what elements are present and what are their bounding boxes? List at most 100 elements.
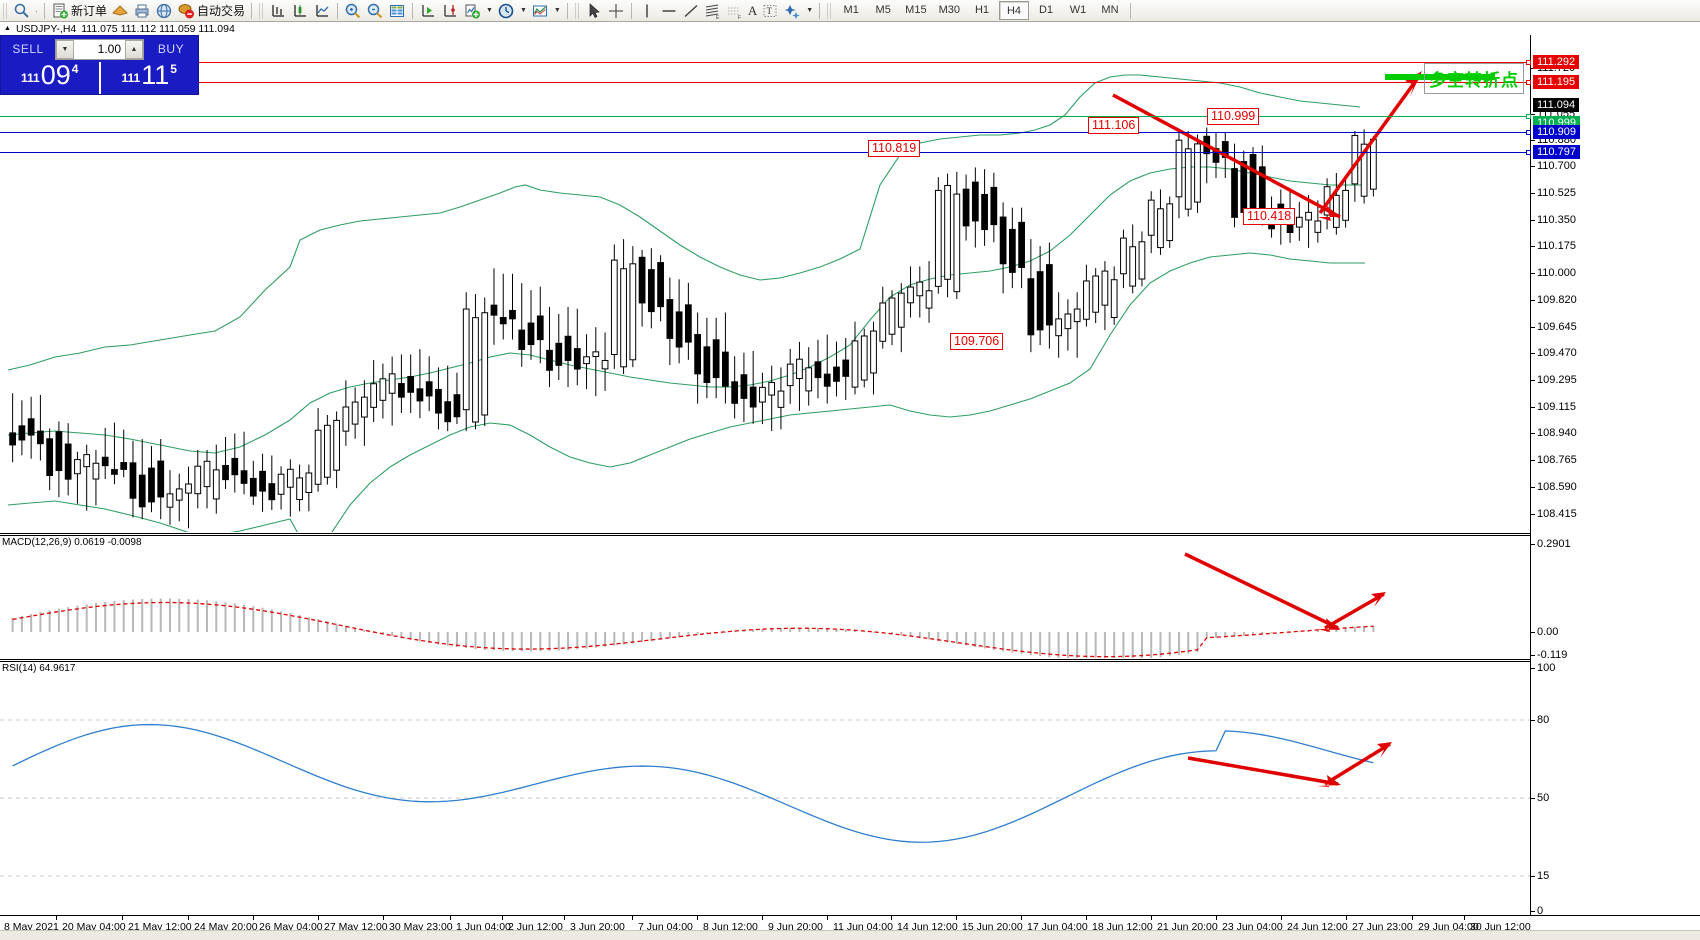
- new-order-button[interactable]: 新订单: [49, 1, 109, 21]
- text-annotation[interactable]: 多空转折点: [1424, 63, 1524, 94]
- candle-body: [610, 259, 618, 355]
- macd-bar: [668, 632, 671, 639]
- toolbar-grip[interactable]: [827, 2, 833, 19]
- level-line-handle[interactable]: [1526, 150, 1531, 155]
- timeframe-m5[interactable]: M5: [875, 4, 891, 16]
- macd-bar: [946, 632, 949, 643]
- sell-price-main: 09: [40, 60, 71, 90]
- timeframe-w1[interactable]: W1: [1069, 4, 1087, 16]
- templates-dropdown-icon[interactable]: ▼: [553, 7, 561, 14]
- toolbar-grip[interactable]: [574, 2, 580, 19]
- toolbar-grip[interactable]: [259, 2, 265, 19]
- shift-end-icon[interactable]: [439, 1, 461, 21]
- price-axis[interactable]: 111.720111.055110.880110.700110.525110.3…: [1530, 22, 1700, 917]
- price-tag[interactable]: 110.418: [1243, 208, 1296, 225]
- candle-body: [953, 193, 961, 293]
- macd-bar: [67, 607, 70, 632]
- crosshair-icon[interactable]: [605, 1, 627, 21]
- candle-body: [1110, 279, 1118, 318]
- candle-body: [277, 473, 285, 495]
- expert-advisor-icon[interactable]: [109, 1, 131, 21]
- timeframe-m30[interactable]: M30: [938, 4, 960, 16]
- buy-label: BUY: [157, 42, 185, 56]
- timeframe-d1[interactable]: D1: [1038, 4, 1054, 16]
- zoom-out-icon[interactable]: [364, 1, 386, 21]
- price-tag[interactable]: 109.706: [950, 333, 1004, 350]
- timeframe-mn[interactable]: MN: [1101, 4, 1119, 16]
- level-line-handle[interactable]: [1526, 114, 1531, 119]
- bollinger-middle-band: [7, 166, 1365, 454]
- rsi-pane[interactable]: RSI(14) 64.9617: [0, 662, 1530, 915]
- zoom-in-icon[interactable]: [342, 1, 364, 21]
- equidistant-channel-icon[interactable]: F: [724, 1, 746, 21]
- horizontal-line-icon[interactable]: [658, 1, 680, 21]
- macd-pane[interactable]: MACD(12,26,9) 0.0619 -0.0098: [0, 536, 1530, 658]
- vertical-line-icon[interactable]: [636, 1, 658, 21]
- trendline-icon[interactable]: [680, 1, 702, 21]
- shift-start-icon[interactable]: [417, 1, 439, 21]
- autotrading-button[interactable]: 自动交易: [175, 1, 247, 21]
- candle-body: [777, 390, 785, 408]
- lot-increase-button[interactable]: ▲: [125, 39, 143, 59]
- line-chart-icon[interactable]: [311, 1, 333, 21]
- fibonacci-icon[interactable]: E: [702, 1, 724, 21]
- candle-body: [907, 286, 914, 304]
- price-level-line[interactable]: [0, 60, 1531, 65]
- macd-bar: [85, 604, 88, 632]
- buy-button[interactable]: 111 11 5: [101, 62, 199, 94]
- candle-body: [286, 468, 294, 488]
- price-level-line[interactable]: [0, 80, 1531, 85]
- templates-icon[interactable]: [529, 1, 551, 21]
- price-level-line[interactable]: [0, 130, 1531, 135]
- grid-icon[interactable]: [386, 1, 408, 21]
- candle-body: [342, 406, 350, 432]
- candle-body: [120, 462, 128, 470]
- level-line-handle[interactable]: [1526, 130, 1531, 135]
- lot-size-value[interactable]: 1.00: [97, 41, 121, 56]
- timeframe-h1[interactable]: H1: [974, 4, 990, 16]
- lot-decrease-button[interactable]: ▼: [56, 39, 74, 59]
- sell-button[interactable]: 111 09 4: [1, 62, 99, 94]
- one-click-trading-panel[interactable]: SELL ▼ 1.00 ▲ BUY 111 09 4 111 11 5: [0, 35, 199, 95]
- indicators-button[interactable]: [461, 1, 483, 21]
- candle-body: [157, 460, 165, 498]
- chart-collapse-icon[interactable]: ▲: [4, 25, 11, 32]
- text-label-icon[interactable]: T: [759, 1, 781, 21]
- level-line-handle[interactable]: [1526, 60, 1531, 65]
- timeframe-h4[interactable]: H4: [998, 1, 1029, 20]
- period-dropdown-icon[interactable]: ▼: [519, 7, 527, 14]
- candle-body: [749, 386, 757, 408]
- price-tag[interactable]: 111.106: [1088, 117, 1140, 134]
- globe-icon[interactable]: [153, 1, 175, 21]
- timeframe-m15[interactable]: M15: [905, 4, 927, 16]
- price-axis-tick: 109.115: [1531, 401, 1576, 413]
- price-tag[interactable]: 110.999: [1207, 108, 1260, 125]
- search-icon[interactable]: [11, 1, 33, 21]
- candlestick-chart-icon[interactable]: [289, 1, 311, 21]
- timeframe-m1[interactable]: M1: [843, 4, 859, 16]
- bar-chart-icon[interactable]: [267, 1, 289, 21]
- level-line-handle[interactable]: [1526, 80, 1531, 85]
- new-order-label: 新订单: [71, 4, 108, 18]
- lot-size-stepper[interactable]: ▼ 1.00 ▲: [55, 38, 144, 60]
- macd-bar: [1261, 632, 1264, 635]
- printer-icon[interactable]: [131, 1, 153, 21]
- price-tag[interactable]: 110.819: [868, 140, 921, 157]
- toolbar-grip[interactable]: [3, 2, 8, 19]
- price-level-line[interactable]: [0, 114, 1531, 119]
- candle-body: [916, 281, 924, 297]
- indicators-dropdown-icon[interactable]: ▼: [486, 7, 493, 14]
- period-clock-icon[interactable]: [495, 1, 517, 21]
- macd-bar: [1048, 632, 1051, 658]
- cursor-icon[interactable]: [583, 1, 605, 21]
- macd-bar: [150, 598, 153, 632]
- price-level-line[interactable]: [0, 150, 1531, 155]
- shapes-dropdown-icon[interactable]: ▼: [806, 7, 814, 14]
- timeframe-group: M1 M5 M15 M30 H1 H4 D1 W1 MN: [835, 1, 1126, 20]
- price-chart-pane[interactable]: [0, 35, 1530, 532]
- horizontal-scrollbar[interactable]: [0, 930, 1700, 940]
- candle-body: [685, 304, 692, 343]
- macd-bar: [502, 632, 505, 651]
- shapes-icon[interactable]: [781, 1, 803, 21]
- text-icon[interactable]: A: [747, 2, 758, 18]
